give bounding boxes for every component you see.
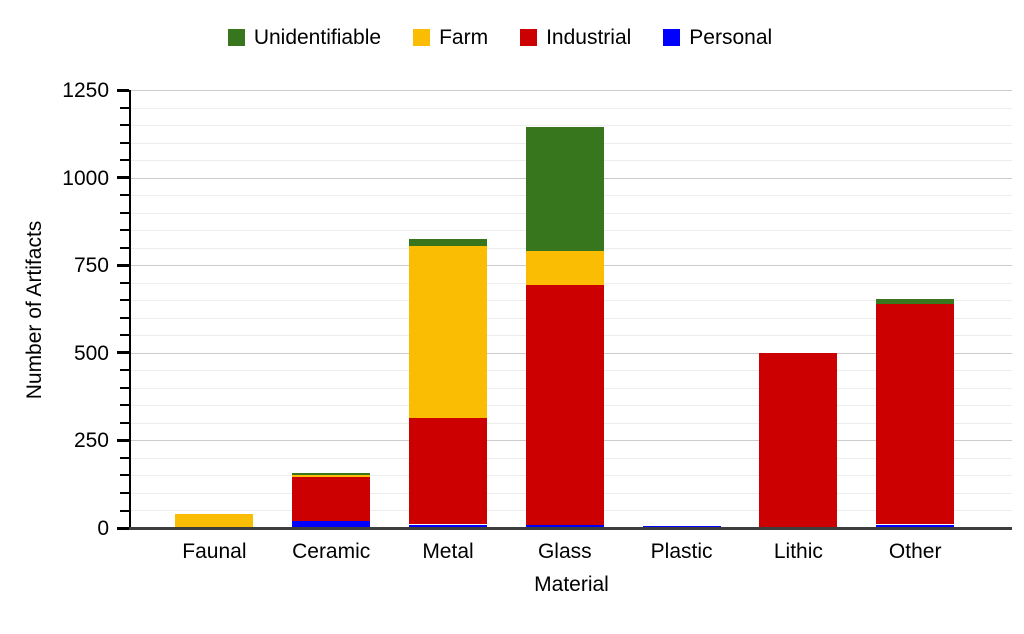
legend-swatch-industrial-icon [520,29,538,46]
y-minor-tick [120,456,129,459]
legend-item-unidentifiable: Unidentifiable [227,26,382,49]
y-minor-tick [120,229,129,232]
y-minor-tick [120,281,129,284]
bar-segment-glass-personal [525,525,604,528]
bar-segment-other-unidentifiable [876,298,955,304]
y-tick-label-750: 750 [73,254,109,278]
bar-segment-metal-unidentifiable [409,238,487,246]
legend-item-industrial: Industrial [520,27,631,48]
y-minor-tick [120,474,129,477]
y-minor-tick [120,421,129,424]
x-tick-label-ceramic: Ceramic [292,540,371,563]
y-minor-tick [120,141,129,144]
legend-item-farm: Farm [413,27,488,48]
y-minor-tick [120,386,129,389]
legend-swatch-personal-icon [663,29,681,46]
chart-legend: Unidentifiable Farm Industrial Personal [0,27,1000,48]
y-tick-label-1000: 1000 [62,166,109,190]
y-major-tick [117,438,129,442]
x-tick-label-glass: Glass [537,540,592,563]
x-tick-label-other: Other [888,540,942,563]
bar-segment-ceramic-unidentifiable [292,472,371,476]
y-tick-label-500: 500 [73,341,109,365]
y-minor-tick [120,211,129,214]
bar-segment-ceramic-personal [292,521,371,528]
x-axis-line [129,527,1012,530]
y-minor-tick [120,299,129,302]
legend-label-personal: Personal [689,26,773,49]
y-minor-tick [120,159,129,162]
major-gridline [131,90,1012,91]
minor-gridline [131,125,1012,126]
legend-label-unidentifiable: Unidentifiable [253,26,382,49]
legend-item-personal: Personal [663,27,772,48]
legend-label-industrial: Industrial [546,26,632,49]
x-tick-label-metal: Metal [422,540,474,563]
y-minor-tick [120,334,129,337]
y-minor-tick [120,316,129,319]
y-minor-tick [120,124,129,126]
y-major-tick [117,263,129,267]
bar-segment-ceramic-farm [292,475,371,478]
y-minor-tick [120,509,129,512]
y-major-tick [117,351,129,355]
x-tick-label-lithic: Lithic [773,540,823,563]
bar-segment-glass-unidentifiable [525,126,604,252]
y-minor-tick [120,194,129,197]
y-axis-line [129,90,131,530]
bar-segment-other-personal [876,524,955,528]
y-minor-tick [120,369,129,372]
legend-label-farm: Farm [439,26,489,49]
x-axis-title: Material [534,573,609,596]
y-minor-tick [120,492,129,494]
bar-segment-other-industrial [876,303,955,525]
legend-swatch-unidentifiable-icon [227,29,245,46]
y-major-tick [117,526,129,530]
bar-segment-faunal-farm [175,514,254,528]
y-tick-label-250: 250 [73,429,109,453]
bar-segment-lithic-industrial [759,352,838,528]
minor-gridline [131,108,1012,109]
y-tick-label-0: 0 [97,517,109,540]
bar-segment-glass-industrial [525,285,604,526]
bar-segment-metal-industrial [409,417,487,525]
y-axis-title: Number of Artifacts [23,220,46,400]
bar-segment-metal-farm [409,245,487,418]
bar-segment-ceramic-industrial [292,477,371,521]
y-major-tick [117,176,129,180]
x-tick-label-faunal: Faunal [182,540,247,563]
y-major-tick [117,88,129,92]
bar-segment-glass-farm [525,251,604,286]
y-minor-tick [120,404,129,407]
y-minor-tick [120,246,129,249]
y-minor-tick [120,106,129,109]
y-tick-label-1250: 1250 [62,79,109,102]
x-tick-label-plastic: Plastic [650,540,713,563]
legend-swatch-farm-icon [413,29,431,46]
bar-segment-metal-personal [409,524,487,528]
